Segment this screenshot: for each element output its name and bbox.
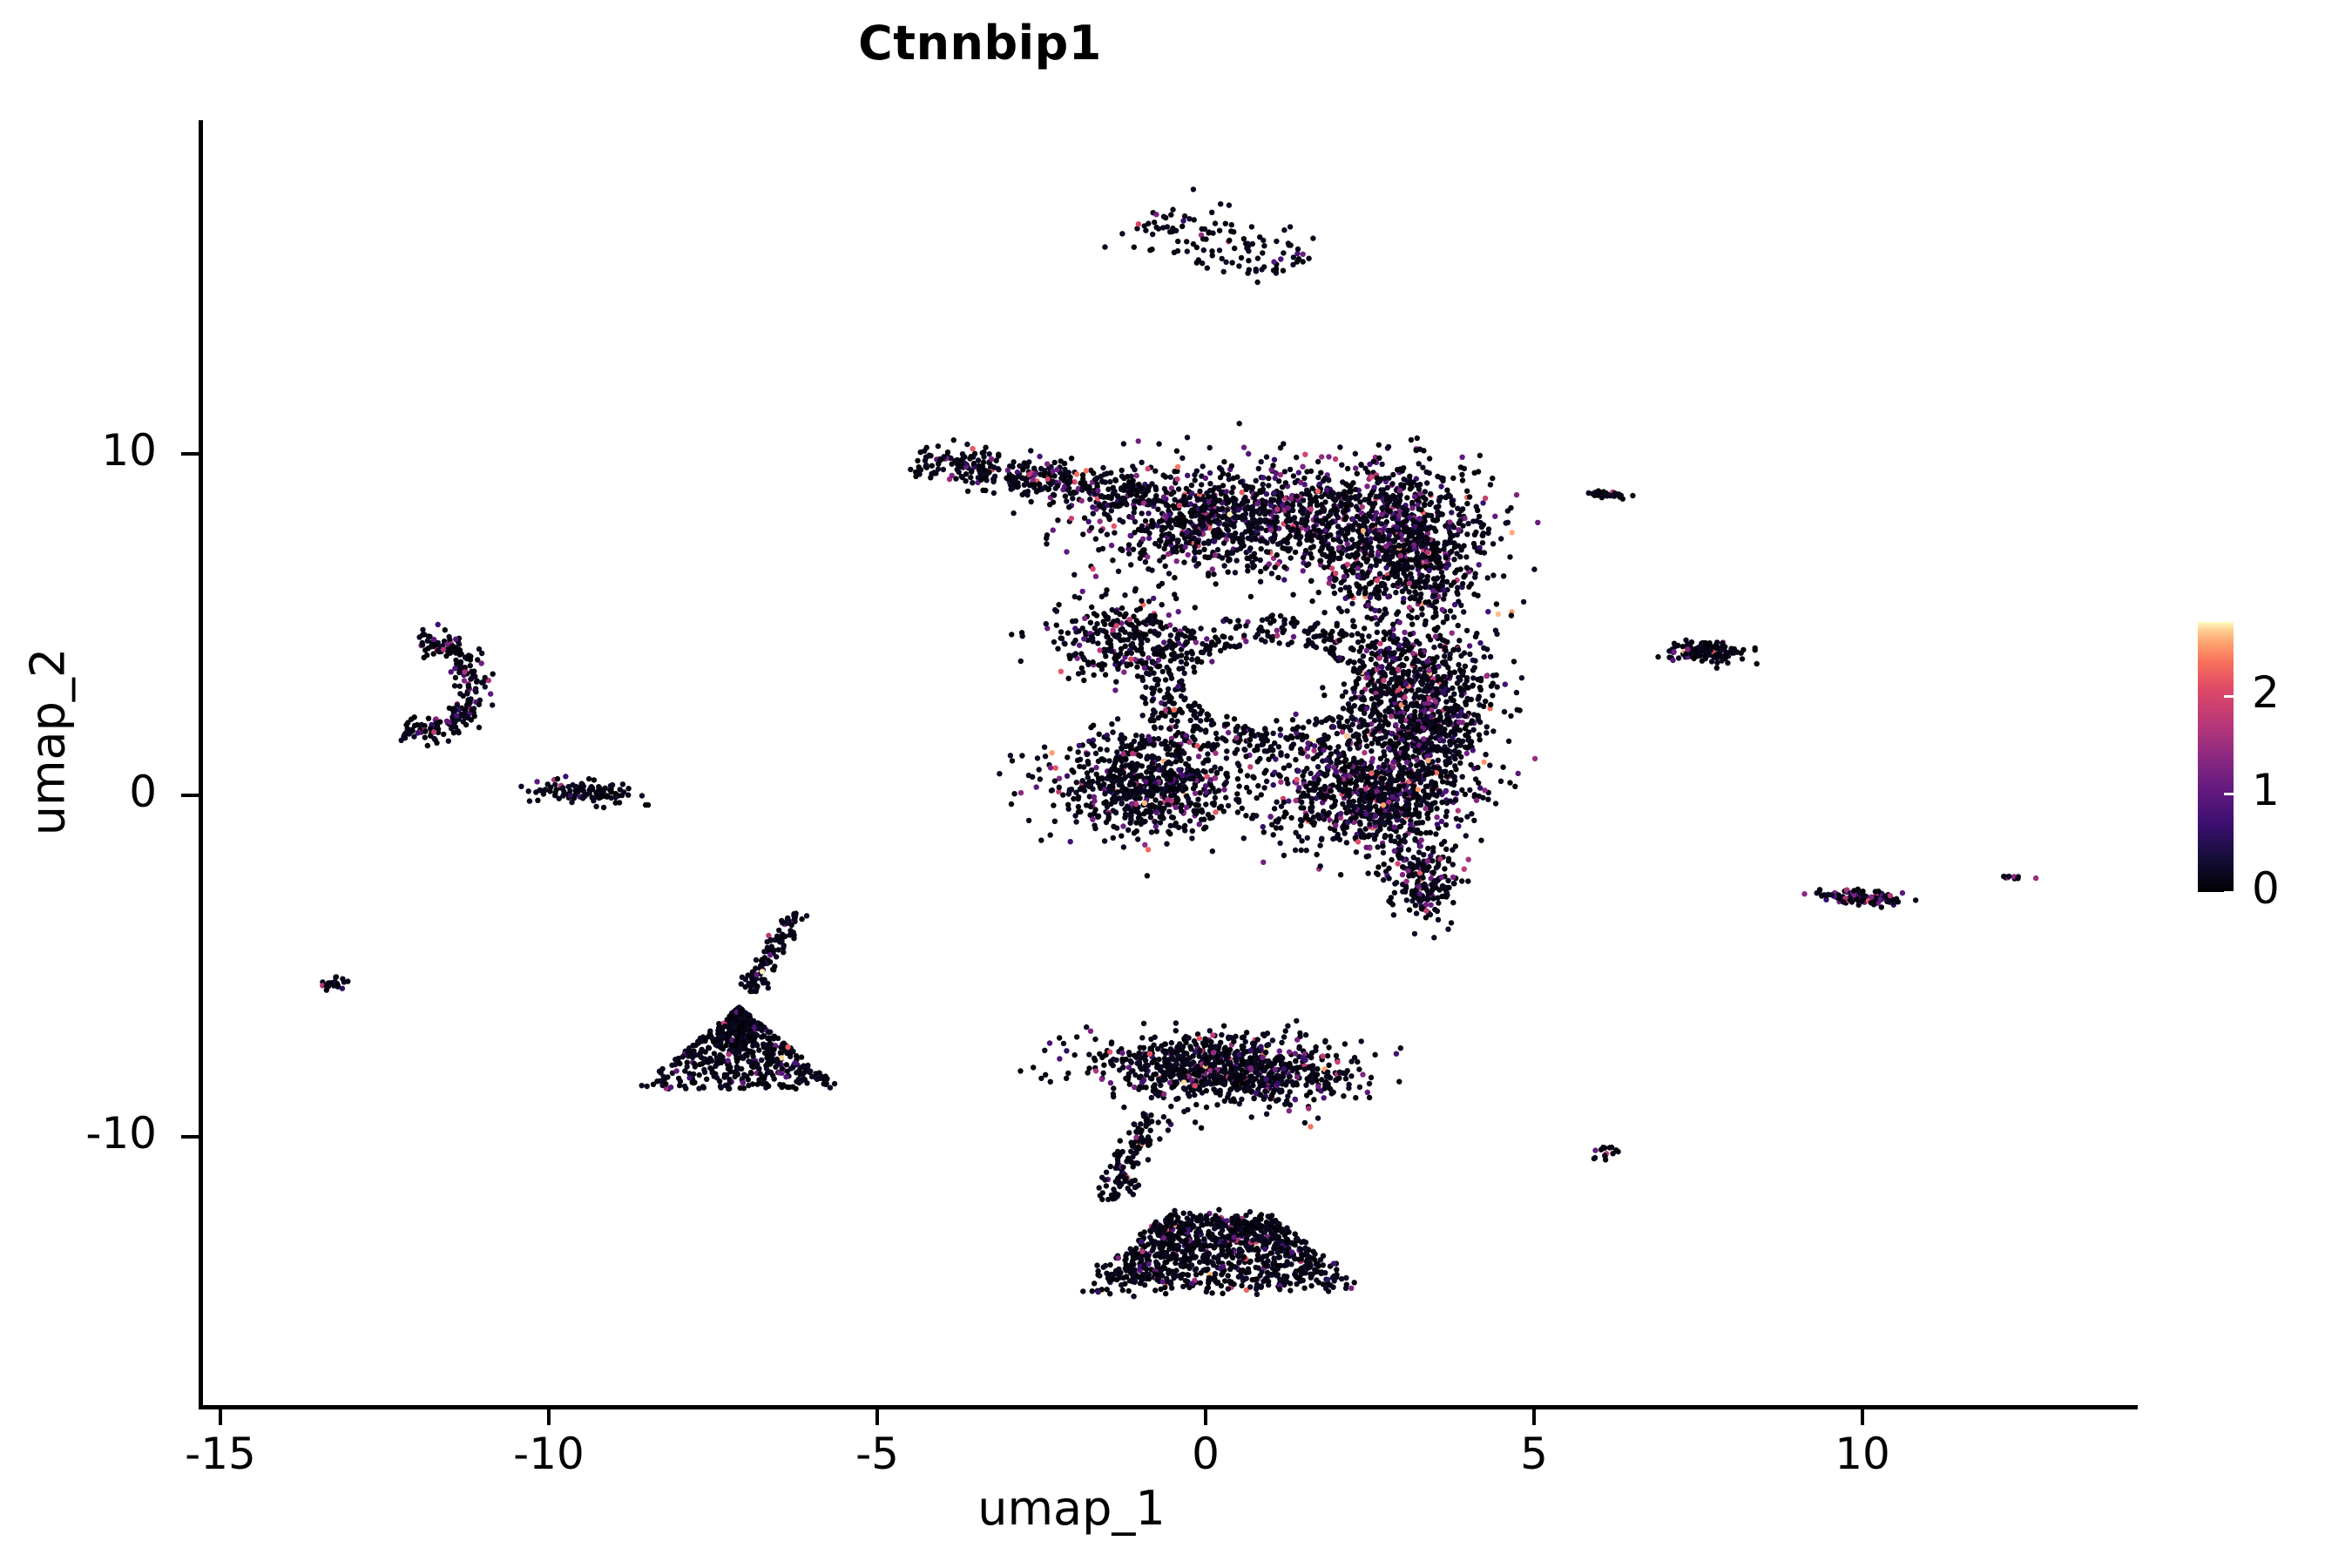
x-tick-5 bbox=[1532, 1409, 1536, 1425]
y-axis-spine bbox=[199, 120, 203, 1409]
colorbar-tick-inner-1 bbox=[2224, 793, 2234, 796]
x-tick-label--15: -15 bbox=[185, 1429, 256, 1479]
y-tick-label-10: 10 bbox=[101, 425, 157, 476]
x-tick-label--10: -10 bbox=[513, 1429, 585, 1479]
scatter-plot-area bbox=[203, 122, 2137, 1405]
x-axis-label: umap_1 bbox=[977, 1481, 1166, 1536]
x-tick-label-10: 10 bbox=[1835, 1429, 1890, 1479]
colorbar-tick-inner-2 bbox=[2224, 694, 2234, 698]
y-tick-label--10: -10 bbox=[85, 1108, 157, 1159]
y-axis-label: umap_2 bbox=[20, 647, 76, 836]
colorbar-tick-label-1: 1 bbox=[2252, 765, 2280, 816]
x-tick-label-0: 0 bbox=[1192, 1429, 1220, 1479]
y-tick--10 bbox=[181, 1135, 199, 1139]
colorbar-tick-0 bbox=[2188, 891, 2198, 894]
x-axis-spine bbox=[199, 1405, 2138, 1409]
scatter-points-layer bbox=[320, 186, 2039, 1300]
x-tick-label-5: 5 bbox=[1520, 1429, 1548, 1479]
x-tick--10 bbox=[547, 1409, 551, 1425]
x-tick-10 bbox=[1861, 1409, 1864, 1425]
colorbar-gradient bbox=[2198, 622, 2234, 892]
x-tick--5 bbox=[875, 1409, 879, 1425]
colorbar-tick-1 bbox=[2188, 793, 2198, 796]
colorbar-tick-label-2: 2 bbox=[2252, 666, 2280, 718]
colorbar-tick-2 bbox=[2188, 694, 2198, 698]
x-tick--15 bbox=[219, 1409, 222, 1425]
x-tick-0 bbox=[1204, 1409, 1207, 1425]
y-tick-label-0: 0 bbox=[129, 767, 157, 817]
x-tick-label--5: -5 bbox=[855, 1429, 899, 1479]
y-tick-10 bbox=[181, 452, 199, 456]
page-title: Ctnnbip1 bbox=[858, 16, 1102, 71]
colorbar-tick-label-0: 0 bbox=[2252, 863, 2280, 914]
colorbar: 0 1 2 bbox=[2188, 622, 2280, 914]
y-tick-0 bbox=[181, 794, 199, 797]
colorbar-tick-inner-0 bbox=[2224, 891, 2234, 894]
